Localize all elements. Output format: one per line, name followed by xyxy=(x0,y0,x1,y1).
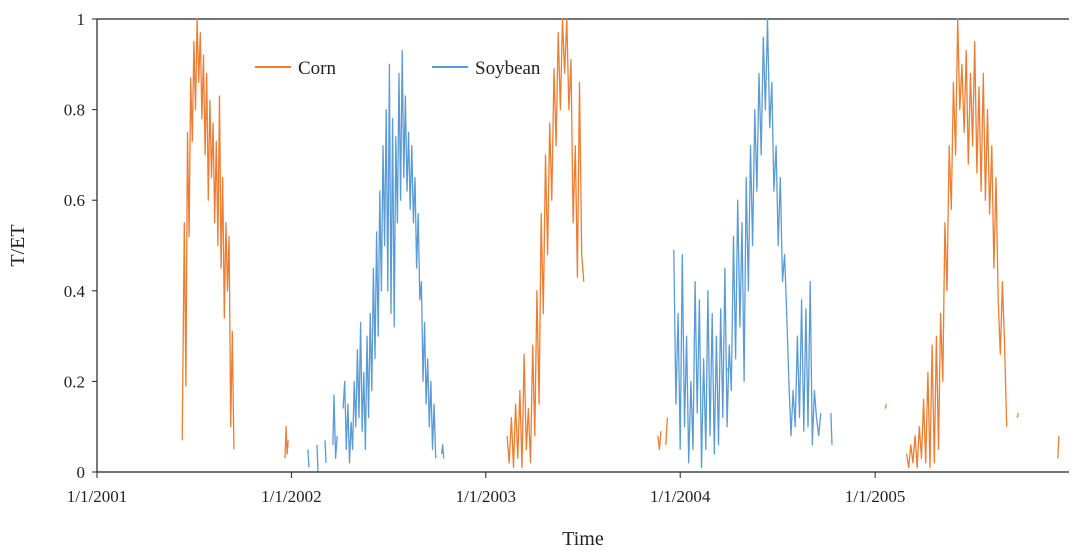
series-line-soybean xyxy=(440,444,445,459)
y-tick-label: 1 xyxy=(77,10,86,29)
series-corn xyxy=(181,18,1060,469)
series-line-soybean xyxy=(673,18,822,469)
series-line-soybean xyxy=(307,449,310,468)
x-tick-label: 1/1/2005 xyxy=(845,487,905,506)
series-line-corn xyxy=(905,18,1008,469)
series-line-corn xyxy=(665,417,669,445)
series-line-soybean xyxy=(316,444,319,473)
x-tick-label: 1/1/2004 xyxy=(650,487,711,506)
series-line-corn xyxy=(181,18,235,450)
series-line-soybean xyxy=(332,394,338,460)
series-line-soybean xyxy=(324,440,327,463)
legend-label-soybean: Soybean xyxy=(475,58,541,79)
y-tick-label: 0.8 xyxy=(64,101,85,120)
y-tick-label: 0.4 xyxy=(64,282,86,301)
legend-label-corn: Corn xyxy=(298,58,337,79)
y-tick-label: 0.6 xyxy=(64,191,85,210)
x-tick-label: 1/1/2002 xyxy=(261,487,321,506)
y-axis-title: T/ET xyxy=(7,224,29,266)
series-line-soybean xyxy=(830,413,833,445)
series-soybean xyxy=(307,18,833,473)
series-line-corn xyxy=(884,403,887,409)
series-line-corn xyxy=(284,426,289,459)
y-tick-label: 0 xyxy=(77,463,86,482)
y-tick-label: 0.2 xyxy=(64,372,85,391)
series-line-corn xyxy=(657,431,662,451)
series-line-corn xyxy=(506,18,585,469)
series-line-soybean xyxy=(342,50,437,464)
series-layer xyxy=(181,18,1060,473)
x-axis-title: Time xyxy=(562,528,604,550)
series-line-corn xyxy=(1057,435,1060,459)
x-tick-label: 1/1/2003 xyxy=(456,487,516,506)
x-tick-label: 1/1/2001 xyxy=(67,487,127,506)
axes: 0 0.2 0.4 0.6 0.8 1 1/1/2001 1/1/2002 1/1/2003 1/… xyxy=(64,10,1069,506)
series-line-corn xyxy=(1016,412,1020,418)
legend: Corn Soybean xyxy=(255,58,541,79)
